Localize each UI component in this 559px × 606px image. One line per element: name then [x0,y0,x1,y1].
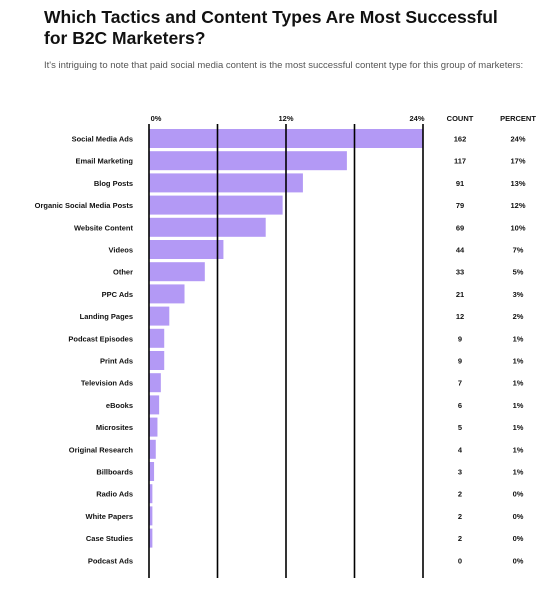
count-value: 79 [456,201,464,210]
category-label: Television Ads [81,379,133,388]
count-value: 2 [458,534,462,543]
percent-value: 17% [510,157,525,166]
count-column-header: COUNT [447,114,474,123]
percent-value: 1% [513,357,524,366]
category-label: White Papers [85,512,133,521]
percent-value: 0% [513,512,524,521]
count-value: 69 [456,223,464,232]
percent-value: 2% [513,312,524,321]
chart-subtitle: It's intriguing to note that paid social… [44,60,524,71]
bar [149,284,185,304]
count-value: 2 [458,490,462,499]
percent-value: 1% [513,468,524,477]
bar [149,151,347,171]
category-label: Other [113,268,133,277]
percent-value: 1% [513,423,524,432]
category-label: Social Media Ads [72,135,133,144]
count-value: 0 [458,556,462,565]
bar [149,439,156,459]
bar [149,173,303,193]
percent-value: 7% [513,246,524,255]
bar [149,328,165,348]
category-label: Landing Pages [80,312,133,321]
bar [149,195,283,215]
count-value: 91 [456,179,464,188]
bar [149,373,161,393]
category-label: Videos [109,246,133,255]
count-value: 7 [458,379,462,388]
percent-value: 0% [513,534,524,543]
category-label: Organic Social Media Posts [35,201,133,210]
axis-tick-label: 24% [409,114,424,123]
category-label: Microsites [96,423,133,432]
chart-title: Which Tactics and Content Types Are Most… [44,7,498,48]
count-value: 5 [458,423,462,432]
category-label: Blog Posts [94,179,133,188]
percent-value: 12% [510,201,525,210]
bar [149,240,224,259]
category-label: Radio Ads [96,490,133,499]
category-label: Website Content [74,223,134,232]
percent-value: 3% [513,290,524,299]
bar [149,528,153,548]
count-value: 4 [458,445,463,454]
count-value: 162 [454,135,467,144]
bar [149,217,266,237]
percent-value: 1% [513,401,524,410]
bar [149,484,153,504]
count-value: 44 [456,246,465,255]
category-label: Email Marketing [75,157,133,166]
percent-value: 24% [510,135,525,144]
count-value: 9 [458,334,462,343]
category-label: Original Research [69,445,134,454]
count-value: 3 [458,468,462,477]
count-value: 33 [456,268,464,277]
category-label: Case Studies [86,534,133,543]
category-label: Podcast Episodes [68,334,133,343]
count-value: 21 [456,290,464,299]
count-value: 6 [458,401,462,410]
percent-value: 5% [513,268,524,277]
axis-tick-label: 0% [151,114,162,123]
bar [149,351,165,370]
bar [149,462,155,481]
bar [149,395,160,415]
percent-value: 0% [513,556,524,565]
percent-value: 1% [513,445,524,454]
axis-tick-label: 12% [278,114,293,123]
percent-value: 13% [510,179,525,188]
category-label: PPC Ads [102,290,133,299]
percent-value: 0% [513,490,524,499]
percent-value: 1% [513,379,524,388]
bar [149,262,205,282]
category-label: Podcast Ads [88,556,133,565]
category-label: Billboards [96,468,133,477]
percent-value: 10% [510,223,525,232]
bar [149,417,158,437]
count-value: 2 [458,512,462,521]
category-label: eBooks [106,401,133,410]
count-value: 12 [456,312,464,321]
category-label: Print Ads [100,357,133,366]
count-value: 117 [454,157,466,166]
bar [149,306,170,326]
count-value: 9 [458,357,462,366]
percent-value: 1% [513,334,524,343]
percent-column-header: PERCENT [500,114,536,123]
bar [149,506,153,526]
